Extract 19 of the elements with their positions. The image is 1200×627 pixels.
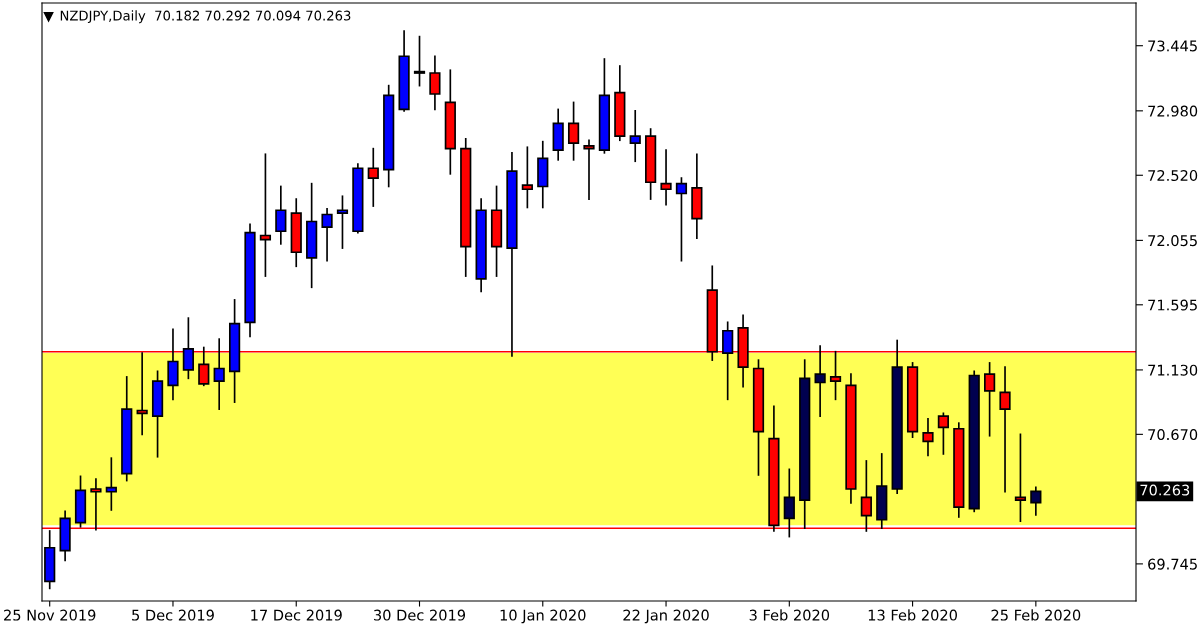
y-tick-label: 71.130 xyxy=(1148,364,1198,376)
y-tick-label: 72.520 xyxy=(1148,169,1198,182)
text: NZDJPY,Daily 70.182 70.292 70.094 70.263 xyxy=(60,10,351,24)
x-tick-label: 5 Dec 2019 xyxy=(132,609,214,621)
x-tick-label: 25 Nov 2019 xyxy=(4,609,96,621)
x-tick-label: 22 Jan 2020 xyxy=(623,609,709,624)
y-tick-label: 73.445 xyxy=(1148,40,1197,52)
y-tick-label: 69.745 xyxy=(1148,558,1197,570)
y-tick-label: 72.055 xyxy=(1148,235,1197,247)
x-tick-label: 3 Feb 2020 xyxy=(749,609,830,621)
x-tick-label: 13 Feb 2020 xyxy=(868,609,957,621)
text: 70.263 xyxy=(1140,484,1190,496)
x-tick-label: 30 Dec 2019 xyxy=(374,609,466,621)
x-tick-label: 25 Feb 2020 xyxy=(991,609,1081,621)
y-tick-label: 72.980 xyxy=(1148,105,1198,117)
x-tick-label: 10 Jan 2020 xyxy=(500,609,586,624)
y-tick-label: 71.595 xyxy=(1148,299,1197,311)
x-tick-label: 17 Dec 2019 xyxy=(251,609,342,621)
y-tick-label: 70.670 xyxy=(1148,429,1198,441)
